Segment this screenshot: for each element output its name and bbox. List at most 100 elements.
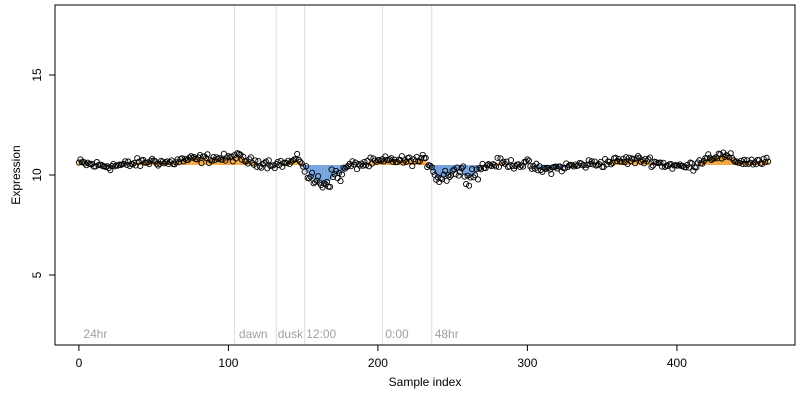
deviation-bar bbox=[413, 160, 415, 165]
y-tick-label: 5 bbox=[30, 271, 44, 278]
deviation-bar bbox=[765, 160, 768, 165]
deviation-bar bbox=[78, 161, 80, 165]
data-point bbox=[507, 157, 515, 164]
deviation-bar bbox=[755, 161, 757, 165]
deviation-bar bbox=[616, 160, 618, 165]
data-point bbox=[407, 157, 414, 164]
x-tick-label: 0 bbox=[76, 356, 83, 370]
data-point bbox=[388, 155, 395, 162]
deviation-bar bbox=[472, 165, 475, 177]
data-point bbox=[247, 154, 254, 161]
data-point bbox=[362, 162, 369, 169]
data-point bbox=[512, 162, 519, 170]
deviation-bar bbox=[303, 165, 306, 170]
deviation-bar bbox=[312, 165, 315, 179]
y-axis-title: Expression bbox=[9, 145, 23, 204]
deviation-bar bbox=[323, 165, 325, 185]
data-point bbox=[294, 150, 301, 158]
deviation-bar bbox=[244, 159, 246, 165]
data-point bbox=[620, 155, 627, 162]
data-point bbox=[646, 154, 654, 161]
deviation-bar bbox=[395, 160, 397, 165]
deviation-bar bbox=[245, 159, 248, 165]
data-point bbox=[132, 162, 139, 169]
data-point bbox=[258, 164, 265, 171]
section-label-4: 0:00 bbox=[385, 327, 409, 341]
deviation-bar bbox=[462, 165, 464, 175]
deviation-bar bbox=[658, 163, 660, 165]
deviation-bar bbox=[282, 163, 285, 165]
deviation-bar bbox=[339, 165, 342, 174]
deviation-bar bbox=[703, 159, 705, 165]
deviation-bar bbox=[239, 156, 242, 165]
deviation-bar bbox=[314, 165, 316, 180]
data-point bbox=[612, 154, 619, 161]
data-points bbox=[75, 149, 772, 191]
deviation-bar bbox=[436, 165, 439, 178]
data-point bbox=[252, 157, 259, 164]
deviation-bar bbox=[157, 162, 159, 165]
data-point bbox=[745, 160, 752, 167]
deviation-bar bbox=[407, 161, 409, 165]
deviation-bar bbox=[291, 159, 294, 165]
data-point bbox=[349, 158, 356, 165]
data-point bbox=[690, 167, 697, 174]
data-point bbox=[664, 162, 671, 169]
deviation-bar bbox=[445, 165, 448, 177]
deviation-bar bbox=[459, 165, 461, 172]
data-point bbox=[717, 151, 724, 158]
data-point bbox=[476, 165, 483, 172]
data-point bbox=[525, 157, 532, 164]
data-point bbox=[307, 173, 314, 180]
data-point bbox=[445, 172, 452, 179]
deviation-bar bbox=[499, 162, 502, 165]
data-point bbox=[466, 182, 473, 189]
deviation-bar bbox=[435, 165, 437, 176]
data-point bbox=[377, 157, 384, 165]
data-point bbox=[570, 163, 577, 170]
data-point bbox=[146, 160, 153, 168]
data-point bbox=[338, 171, 346, 178]
deviation-bar bbox=[439, 165, 442, 178]
data-point bbox=[265, 157, 272, 164]
section-label-1: dawn bbox=[239, 327, 268, 341]
deviation-bar bbox=[188, 158, 191, 165]
data-point bbox=[637, 158, 645, 165]
data-point bbox=[516, 163, 523, 170]
plot-frame bbox=[54, 4, 796, 346]
data-point bbox=[639, 157, 646, 164]
deviation-bar bbox=[369, 161, 372, 165]
deviation-bar bbox=[79, 161, 82, 165]
data-point bbox=[373, 158, 380, 165]
data-point bbox=[721, 153, 728, 161]
deviation-bar bbox=[604, 163, 606, 165]
data-point bbox=[246, 156, 253, 163]
data-point bbox=[708, 156, 715, 164]
data-point bbox=[679, 162, 686, 169]
deviation-bar bbox=[143, 162, 146, 165]
deviation-bar bbox=[629, 160, 632, 165]
deviation-bar bbox=[700, 162, 702, 165]
deviation-bar bbox=[425, 161, 427, 165]
data-point bbox=[765, 158, 772, 165]
deviation-bar bbox=[723, 155, 726, 165]
data-point bbox=[312, 179, 319, 186]
data-point bbox=[492, 163, 500, 170]
data-point bbox=[739, 160, 746, 168]
data-point bbox=[176, 159, 183, 166]
deviation-bar bbox=[706, 159, 708, 165]
deviation-bar bbox=[422, 159, 424, 165]
deviation-bar bbox=[176, 161, 179, 165]
deviation-bar bbox=[226, 157, 228, 165]
data-point bbox=[129, 161, 136, 168]
data-point bbox=[289, 157, 296, 164]
deviation-bar bbox=[478, 165, 481, 171]
deviation-bar bbox=[305, 165, 307, 172]
data-point bbox=[427, 162, 434, 169]
deviation-bar bbox=[732, 159, 735, 165]
deviation-bar bbox=[344, 165, 346, 170]
data-point bbox=[711, 155, 718, 162]
deviation-bar bbox=[707, 158, 710, 165]
deviation-bar bbox=[438, 165, 440, 178]
